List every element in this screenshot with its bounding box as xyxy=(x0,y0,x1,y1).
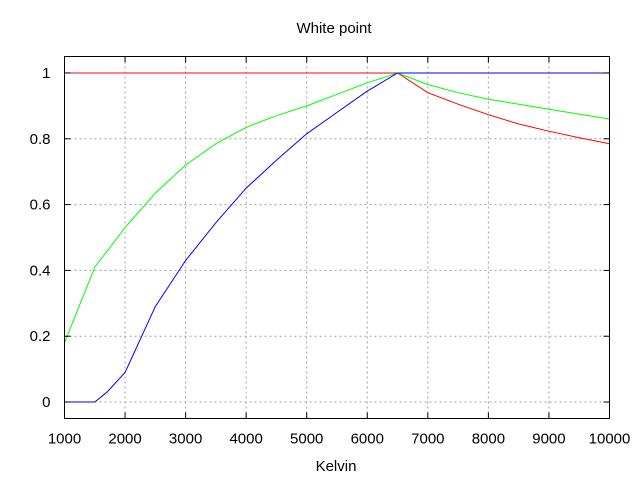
series-line-2 xyxy=(64,72,610,343)
chart-title: White point xyxy=(296,20,372,37)
x-tick-label: 1000 xyxy=(48,431,81,448)
y-tick-label: 0 xyxy=(42,394,50,411)
x-tick-label: 2000 xyxy=(108,431,141,448)
y-tick-label: 0.2 xyxy=(30,328,51,345)
y-tick-label: 0.8 xyxy=(30,131,51,148)
y-tick-label: 1 xyxy=(42,65,50,82)
series-line-1 xyxy=(64,72,610,145)
x-tick-label: 4000 xyxy=(229,431,262,448)
plot-frame xyxy=(64,56,610,419)
axis-ticks: 1000 2000 3000 4000 5000 6000 7000 8000 9000 1000… xyxy=(30,56,631,448)
grid-lines xyxy=(64,56,610,419)
x-tick-label: 5000 xyxy=(290,431,323,448)
y-tick-label: 0.6 xyxy=(30,197,51,214)
x-tick-label: 7000 xyxy=(411,431,444,448)
x-tick-label: 6000 xyxy=(351,431,384,448)
series-lines xyxy=(64,72,610,403)
x-tick-label: 8000 xyxy=(472,431,505,448)
x-tick-label: 9000 xyxy=(532,431,565,448)
x-tick-label: 3000 xyxy=(169,431,202,448)
series-line-3 xyxy=(64,72,610,403)
y-tick-label: 0.4 xyxy=(30,262,51,279)
x-tick-label: 10000 xyxy=(589,431,631,448)
x-axis-label: Kelvin xyxy=(316,458,357,475)
